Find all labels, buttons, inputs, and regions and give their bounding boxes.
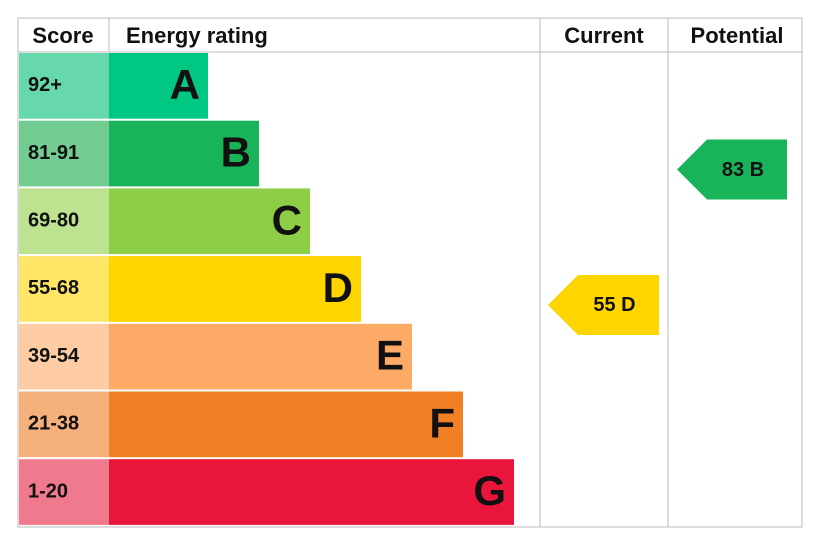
header-current: Current <box>564 23 644 48</box>
current-label: 55 D <box>593 294 635 316</box>
rating-bar <box>109 459 514 525</box>
score-cell <box>19 323 109 390</box>
score-cell <box>19 391 109 458</box>
rating-bar <box>109 53 208 119</box>
rating-letter: F <box>429 399 455 446</box>
score-cell <box>19 256 109 322</box>
score-cell <box>19 53 109 119</box>
rating-bar <box>109 256 361 322</box>
potential-arrow <box>677 139 787 200</box>
rating-bar <box>109 120 259 187</box>
rating-bar <box>109 391 463 458</box>
rating-bar <box>109 323 412 390</box>
header-potential: Potential <box>691 23 784 48</box>
score-range: 1-20 <box>28 480 68 502</box>
rating-letter: C <box>272 196 302 243</box>
rating-letter: A <box>170 61 200 108</box>
score-range: 21-38 <box>28 413 79 435</box>
score-cell <box>19 459 109 525</box>
rating-letter: B <box>221 129 251 176</box>
rating-letter: D <box>323 264 353 311</box>
score-cell <box>19 188 109 255</box>
score-cell <box>19 120 109 187</box>
header-score: Score <box>32 23 93 48</box>
current-arrow <box>548 274 659 335</box>
score-range: 39-54 <box>28 345 80 367</box>
header-energy: Energy rating <box>126 23 268 48</box>
score-range: 69-80 <box>28 210 79 232</box>
rating-letter: E <box>376 332 404 379</box>
score-range: 55-68 <box>28 277 79 299</box>
score-range: 81-91 <box>28 142 79 164</box>
rating-letter: G <box>473 467 506 514</box>
rating-bar <box>109 188 310 255</box>
score-range: 92+ <box>28 74 62 96</box>
potential-label: 83 B <box>722 159 764 181</box>
